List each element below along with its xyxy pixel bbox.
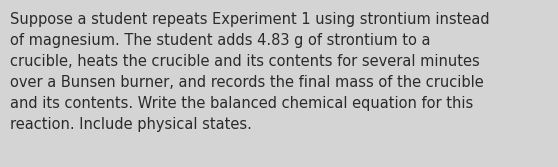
Text: Suppose a student repeats Experiment 1 using strontium instead
of magnesium. The: Suppose a student repeats Experiment 1 u… [10, 12, 489, 132]
